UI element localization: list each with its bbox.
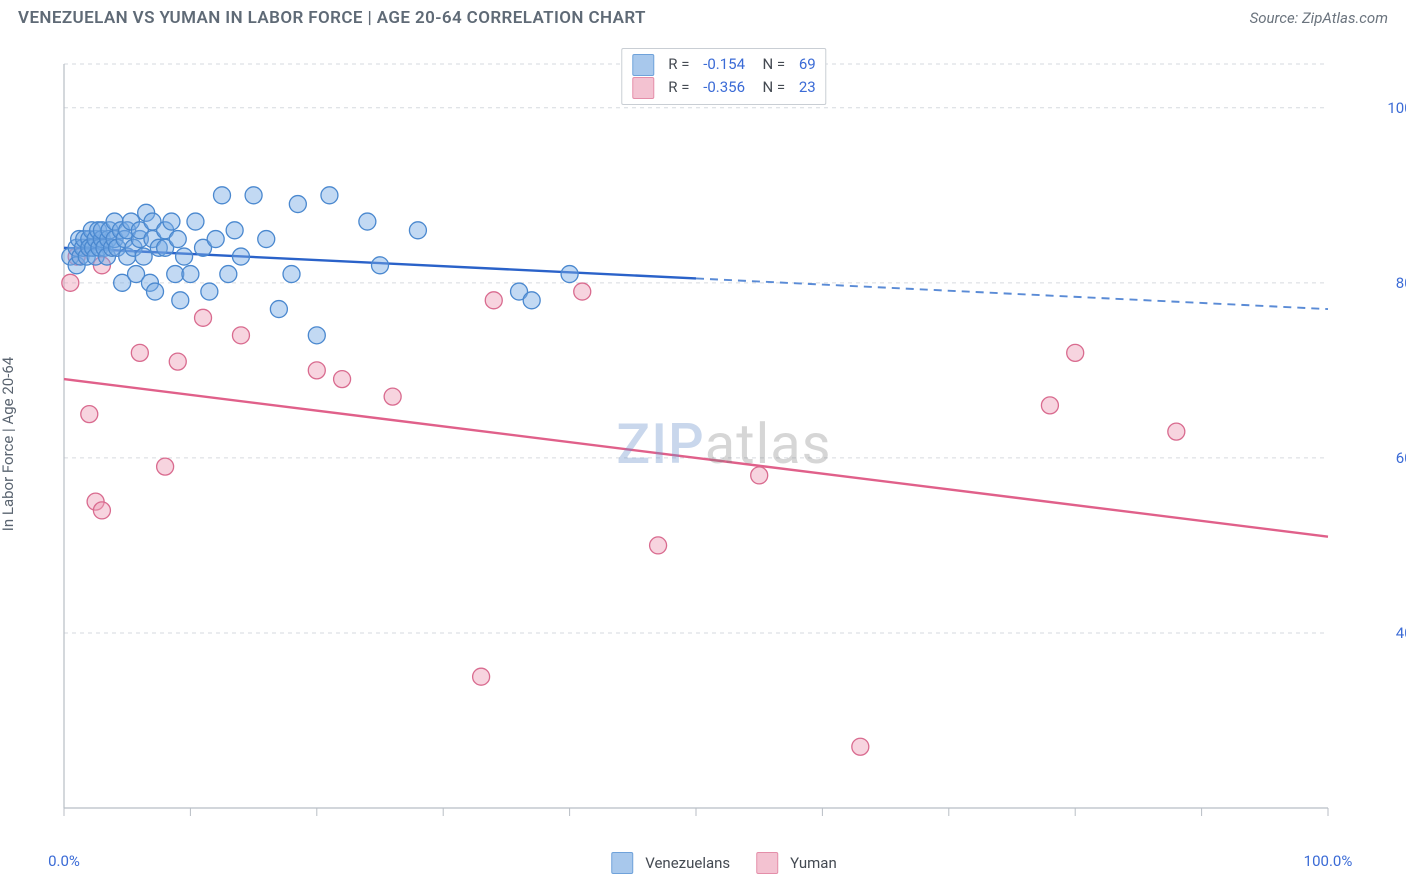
y-tick-label: 100.0% [1387,99,1406,117]
data-point [289,196,306,213]
data-point [283,266,300,283]
data-point [195,309,212,326]
legend-row: R = -0.154 N = 69 [632,53,815,76]
data-point [187,213,204,230]
data-point [245,187,262,204]
data-point [384,388,401,405]
y-tick-label: 60.0% [1396,449,1406,467]
data-point [485,292,502,309]
legend-swatch [756,852,778,874]
data-point [308,327,325,344]
y-tick-label: 80.0% [1396,274,1406,292]
data-point [135,248,152,265]
legend-item: Yuman [756,852,837,874]
data-point [308,362,325,379]
data-point [334,371,351,388]
data-point [852,738,869,755]
data-point [321,187,338,204]
data-point [147,283,164,300]
data-point [359,213,376,230]
legend-n-label: N = [755,53,789,76]
data-point [176,248,193,265]
legend-n-label: N = [755,76,789,99]
chart-title: VENEZUELAN VS YUMAN IN LABOR FORCE | AGE… [18,8,646,28]
data-point [131,344,148,361]
data-point [169,231,186,248]
data-point [226,222,243,239]
data-point [1067,344,1084,361]
x-tick-label: 0.0% [48,852,80,870]
legend-r-label: R = [668,76,693,99]
data-point [201,283,218,300]
legend-r-label: R = [668,53,693,76]
data-point [232,248,249,265]
data-point [182,266,199,283]
legend-swatch [632,54,654,76]
plot-area: ZIPatlas 40.0%60.0%80.0%100.0%0.0%100.0%… [60,44,1388,844]
chart-outer: In Labor Force | Age 20-64 ZIPatlas 40.0… [18,44,1388,844]
data-point [93,502,110,519]
data-point [372,257,389,274]
correlation-legend: R = -0.154 N = 69R = -0.356 N = 23 [621,48,826,105]
legend-swatch [611,852,633,874]
chart-svg [60,44,1388,844]
data-point [1041,397,1058,414]
legend-label: Yuman [790,854,837,872]
data-point [409,222,426,239]
legend-r-value: -0.356 [703,76,745,99]
data-point [172,292,189,309]
legend-label: Venezuelans [645,854,730,872]
data-point [751,467,768,484]
data-point [523,292,540,309]
x-tick-label: 100.0% [1304,852,1353,870]
legend-r-value: -0.154 [703,53,745,76]
data-point [270,301,287,318]
data-point [214,187,231,204]
chart-header: VENEZUELAN VS YUMAN IN LABOR FORCE | AGE… [0,0,1406,36]
data-point [157,458,174,475]
data-point [232,327,249,344]
data-point [574,283,591,300]
legend-row: R = -0.356 N = 23 [632,76,815,99]
y-axis-label: In Labor Force | Age 20-64 [0,357,17,531]
data-point [473,668,490,685]
data-point [62,274,79,291]
data-point [167,266,184,283]
data-point [207,231,224,248]
chart-container: VENEZUELAN VS YUMAN IN LABOR FORCE | AGE… [0,0,1406,892]
series-legend: Venezuelans Yuman [611,852,837,874]
legend-swatch [632,77,654,99]
data-point [169,353,186,370]
data-point [81,406,98,423]
legend-item: Venezuelans [611,852,730,874]
data-point [220,266,237,283]
data-point [258,231,275,248]
data-point [561,266,578,283]
data-point [163,213,180,230]
legend-n-value: 69 [799,53,816,76]
data-point [650,537,667,554]
legend-n-value: 23 [799,76,816,99]
y-tick-label: 40.0% [1396,624,1406,642]
source-label: Source: ZipAtlas.com [1250,9,1388,27]
data-point [1168,423,1185,440]
